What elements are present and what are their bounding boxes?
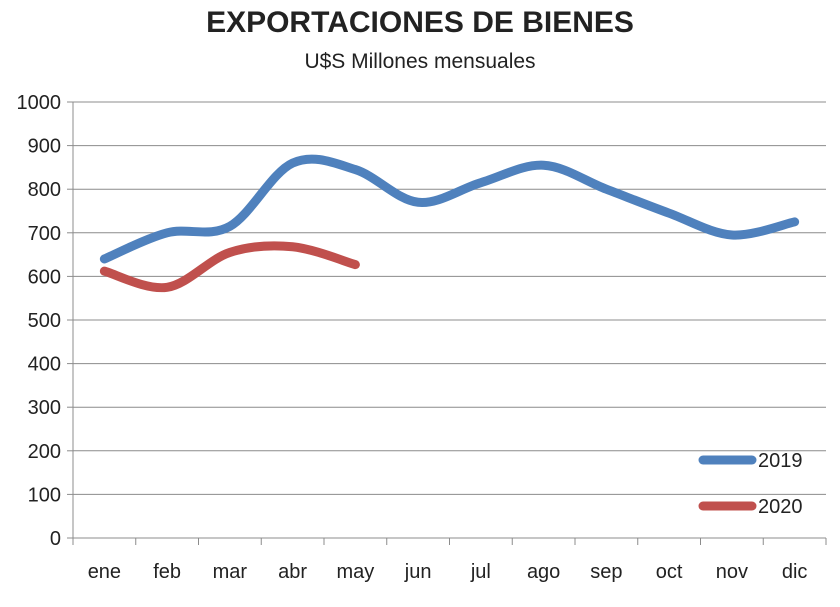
x-tick-label: sep: [590, 561, 622, 583]
x-tick-label: jun: [404, 561, 432, 583]
series-lines: [99, 154, 800, 293]
x-tick-label: may: [336, 561, 374, 583]
x-tick-label: jul: [470, 561, 491, 583]
x-tick-label: dic: [782, 561, 808, 583]
x-tick-label: feb: [153, 561, 181, 583]
x-tick-label: oct: [656, 561, 683, 583]
y-tick-label: 800: [28, 179, 61, 201]
x-tick-label: abr: [278, 561, 307, 583]
y-tick-label: 300: [28, 397, 61, 419]
y-tick-label: 900: [28, 136, 61, 158]
y-tick-label: 700: [28, 223, 61, 245]
x-tick-label: ene: [88, 561, 121, 583]
series-line-2019: [99, 154, 800, 264]
chart-subtitle: U$S Millones mensuales: [304, 50, 536, 73]
grid-lines: [73, 101, 826, 495]
x-tick-label: nov: [716, 561, 748, 583]
chart-title: EXPORTACIONES DE BIENES: [206, 6, 634, 39]
x-tick-label: ago: [527, 561, 560, 583]
y-tick-label: 500: [28, 310, 61, 332]
legend-label-2020: 2020: [758, 496, 803, 518]
series-line-2020: [99, 241, 360, 293]
legend: 2019 2020: [698, 450, 803, 518]
y-tick-label: 400: [28, 354, 61, 376]
y-tick-label: 100: [28, 484, 61, 506]
y-tick-label: 1000: [17, 92, 62, 114]
y-tick-labels: 0 100 200 300 400 500 600 700 800 900 1000: [17, 92, 62, 550]
y-tick-label: 600: [28, 266, 61, 288]
axes: [67, 101, 827, 545]
x-tick-labels: ene feb mar abr may jun jul ago sep oct nov dic: [88, 561, 808, 583]
y-tick-label: 0: [50, 528, 61, 550]
legend-label-2019: 2019: [758, 450, 803, 472]
x-tick-label: mar: [213, 561, 248, 583]
y-tick-label: 200: [28, 441, 61, 463]
